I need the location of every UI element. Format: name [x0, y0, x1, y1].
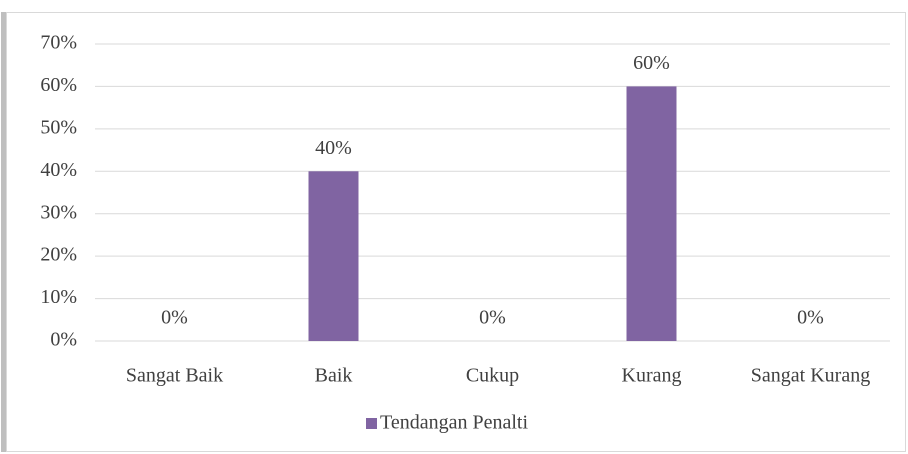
bar [626, 86, 677, 341]
legend-swatch [366, 418, 377, 429]
y-tick-label: 70% [40, 32, 77, 54]
y-tick-label: 20% [40, 244, 77, 266]
x-tick-label: Cukup [466, 365, 519, 387]
value-label: 40% [315, 137, 352, 159]
legend-label: Tendangan Penalti [380, 412, 528, 434]
value-label: 0% [479, 307, 506, 329]
value-label: 0% [797, 307, 824, 329]
y-tick-label: 0% [50, 329, 77, 351]
y-tick-label: 60% [40, 74, 77, 96]
frame [6, 12, 906, 452]
bar [308, 171, 359, 341]
value-label: 60% [633, 52, 670, 74]
y-tick-label: 40% [40, 159, 77, 181]
x-tick-label: Baik [315, 365, 353, 387]
y-tick-label: 30% [40, 201, 77, 223]
value-label: 0% [161, 307, 188, 329]
y-tick-label: 50% [40, 116, 77, 138]
frame-shadow [1, 12, 6, 452]
x-tick-label: Kurang [622, 365, 682, 387]
y-tick-label: 10% [40, 286, 77, 308]
x-tick-label: Sangat Kurang [751, 365, 870, 387]
x-tick-label: Sangat Baik [126, 365, 223, 387]
